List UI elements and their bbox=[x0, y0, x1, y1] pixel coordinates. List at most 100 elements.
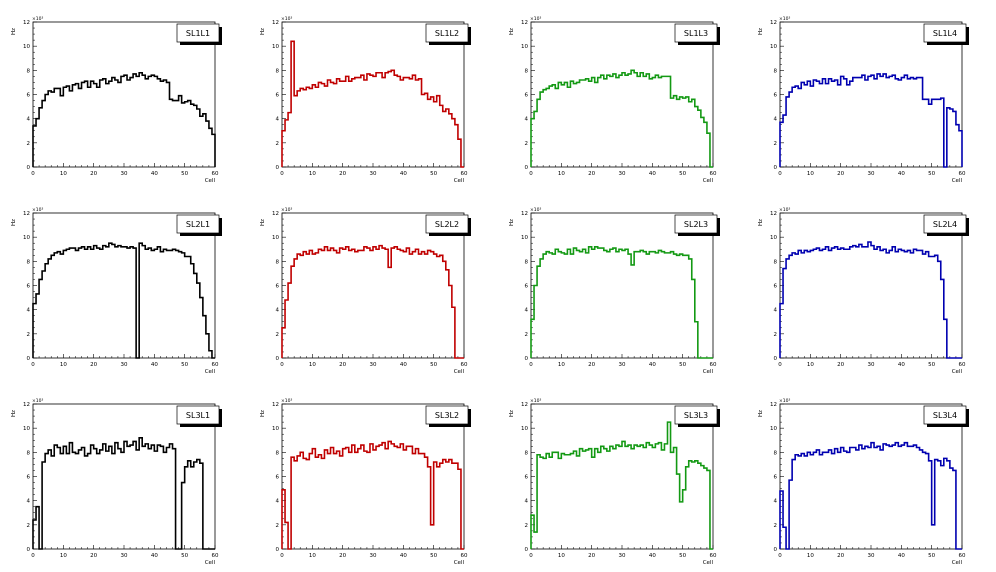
y-tick-label: 4 bbox=[276, 308, 280, 314]
x-tick-label: 20 bbox=[339, 553, 346, 559]
x-tick-label: 40 bbox=[151, 362, 158, 368]
y-tick-label: 0 bbox=[525, 165, 529, 171]
y-tick-label: 8 bbox=[276, 450, 280, 456]
title-box bbox=[923, 214, 967, 234]
x-axis-label: Cell bbox=[454, 178, 465, 184]
x-tick-label: 40 bbox=[898, 171, 905, 177]
histogram-series bbox=[530, 69, 713, 168]
y-tick-label: 0 bbox=[27, 547, 31, 553]
y-tick-label: 12 bbox=[770, 211, 777, 217]
x-axis-label: Cell bbox=[703, 178, 714, 184]
x-tick-label: 0 bbox=[778, 362, 782, 368]
x-tick-label: 10 bbox=[807, 553, 814, 559]
x-tick-label: 20 bbox=[339, 362, 346, 368]
histogram-panel: 0 10 20 30 40 50 60 0 2 4 6 8 10 12 Hz ×10³ Cell SL2L1 bbox=[11, 207, 222, 375]
y-axis-exponent: ×10³ bbox=[32, 16, 43, 22]
y-tick-label: 2 bbox=[774, 141, 778, 147]
x-axis-label: Cell bbox=[952, 178, 963, 184]
x-tick-label: 60 bbox=[959, 362, 966, 368]
y-tick-label: 6 bbox=[774, 93, 778, 99]
y-axis-exponent: ×10³ bbox=[779, 207, 790, 213]
x-tick-label: 0 bbox=[31, 171, 35, 177]
y-axis-label: Hz bbox=[260, 410, 266, 417]
y-tick-label: 6 bbox=[525, 284, 529, 290]
panel-title: SL3L1 bbox=[186, 411, 210, 420]
y-tick-label: 10 bbox=[521, 235, 528, 241]
y-tick-label: 6 bbox=[27, 284, 31, 290]
histogram-series bbox=[32, 71, 216, 167]
x-tick-label: 10 bbox=[807, 362, 814, 368]
y-tick-label: 2 bbox=[525, 141, 529, 147]
histogram-panel: 0 10 20 30 40 50 60 0 2 4 6 8 10 12 Hz ×10³ Cell SL1L2 bbox=[260, 16, 471, 184]
x-tick-label: 0 bbox=[31, 553, 35, 559]
plot-frame bbox=[779, 21, 963, 168]
y-tick-label: 10 bbox=[521, 44, 528, 50]
x-tick-label: 10 bbox=[309, 362, 316, 368]
x-tick-label: 30 bbox=[370, 553, 377, 559]
title-box bbox=[176, 23, 220, 43]
x-tick-label: 40 bbox=[898, 362, 905, 368]
y-axis-label: Hz bbox=[758, 410, 764, 417]
histogram-series bbox=[530, 421, 713, 550]
x-tick-label: 60 bbox=[959, 171, 966, 177]
title-box bbox=[674, 23, 718, 43]
y-tick-label: 2 bbox=[525, 523, 529, 529]
panel-title: SL1L1 bbox=[186, 29, 210, 38]
panel-title: SL2L2 bbox=[435, 220, 459, 229]
y-tick-label: 12 bbox=[521, 402, 528, 408]
y-tick-label: 8 bbox=[774, 450, 778, 456]
y-tick-label: 0 bbox=[774, 165, 778, 171]
y-tick-label: 2 bbox=[276, 523, 280, 529]
panel-title: SL2L4 bbox=[933, 220, 957, 229]
y-tick-label: 8 bbox=[27, 68, 31, 74]
y-tick-label: 12 bbox=[521, 211, 528, 217]
y-tick-label: 6 bbox=[525, 93, 529, 99]
x-tick-label: 40 bbox=[400, 553, 407, 559]
x-tick-label: 0 bbox=[778, 171, 782, 177]
y-tick-label: 8 bbox=[276, 68, 280, 74]
x-tick-label: 30 bbox=[619, 362, 626, 368]
x-tick-label: 50 bbox=[679, 171, 686, 177]
x-tick-label: 60 bbox=[461, 362, 468, 368]
histogram-panel: 0 10 20 30 40 50 60 0 2 4 6 8 10 12 Hz ×10³ Cell SL3L4 bbox=[758, 398, 969, 566]
x-tick-label: 10 bbox=[60, 553, 67, 559]
y-tick-label: 0 bbox=[525, 356, 529, 362]
histogram-series bbox=[779, 441, 962, 550]
x-tick-label: 0 bbox=[778, 553, 782, 559]
x-tick-label: 60 bbox=[212, 553, 219, 559]
y-tick-label: 4 bbox=[774, 117, 778, 123]
y-tick-label: 4 bbox=[27, 499, 31, 505]
y-tick-label: 6 bbox=[27, 93, 31, 99]
plot-frame bbox=[32, 212, 216, 359]
x-axis-label: Cell bbox=[703, 560, 714, 566]
x-tick-label: 0 bbox=[529, 171, 533, 177]
x-tick-label: 60 bbox=[710, 553, 717, 559]
y-tick-label: 12 bbox=[272, 211, 279, 217]
y-tick-label: 10 bbox=[23, 426, 30, 432]
x-tick-label: 30 bbox=[370, 171, 377, 177]
y-tick-label: 8 bbox=[774, 68, 778, 74]
y-axis-label: Hz bbox=[509, 219, 515, 226]
plot-frame bbox=[530, 21, 714, 168]
x-tick-label: 20 bbox=[588, 362, 595, 368]
histogram-series bbox=[779, 241, 962, 359]
x-tick-label: 60 bbox=[461, 171, 468, 177]
x-tick-label: 30 bbox=[121, 553, 128, 559]
y-tick-label: 10 bbox=[23, 235, 30, 241]
histogram-series bbox=[281, 440, 464, 550]
y-tick-label: 8 bbox=[27, 259, 31, 265]
y-tick-label: 8 bbox=[27, 450, 31, 456]
x-tick-label: 0 bbox=[280, 553, 284, 559]
x-tick-label: 30 bbox=[370, 362, 377, 368]
histogram-series bbox=[281, 40, 464, 168]
histogram-series bbox=[530, 246, 713, 359]
y-tick-label: 4 bbox=[774, 308, 778, 314]
plot-frame bbox=[530, 403, 714, 550]
y-axis-exponent: ×10³ bbox=[530, 16, 541, 22]
y-tick-label: 8 bbox=[525, 450, 529, 456]
x-tick-label: 20 bbox=[837, 362, 844, 368]
x-tick-label: 50 bbox=[181, 362, 188, 368]
y-tick-label: 2 bbox=[774, 332, 778, 338]
x-tick-label: 50 bbox=[928, 171, 935, 177]
